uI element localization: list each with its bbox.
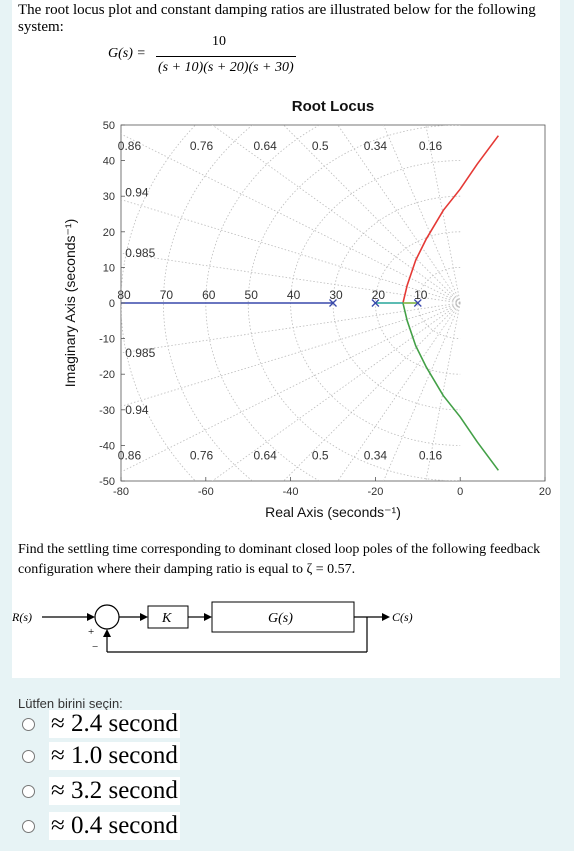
plant-block [211,601,355,633]
option-4[interactable]: ≈ 0.4 second [22,812,180,840]
damping-ray [121,199,461,304]
pole-marker [413,299,422,307]
minus-sign: − [92,641,98,653]
input-label: R(s) [12,610,32,624]
damping-ray [121,302,461,354]
damping-ray [121,302,461,407]
damping-label-bottom: 0.16 [419,449,443,463]
gain-label: K [161,611,172,626]
radio-button[interactable] [22,717,35,731]
damping-ray [283,125,461,304]
wn-label: 40 [287,288,301,302]
pole-marker [371,299,380,307]
damping-label-left: 0.985 [125,246,155,260]
wn-label: 30 [329,288,343,302]
wn-label: 50 [245,288,259,302]
x-tick-label: -20 [367,486,383,498]
y-tick-label: -20 [99,369,115,381]
summing-junction [94,604,120,630]
wn-label: 80 [117,288,131,302]
wn-circle [417,267,461,339]
fraction-bar [156,56,296,57]
wn-label: 60 [202,288,216,302]
wn-circle [332,195,461,411]
tf-denominator: (s + 10)(s + 20)(s + 30) [158,60,294,75]
damping-ray [211,125,461,304]
plus-sign: + [88,626,94,638]
y-tick-label: 0 [109,298,115,310]
damping-label-top: 0.5 [312,139,329,153]
damping-ray [211,302,461,481]
wn-label: 10 [414,288,428,302]
y-tick-label: -10 [99,334,115,346]
chart-title: Root Locus [292,98,375,115]
option-label: ≈ 0.4 second [49,812,180,840]
damping-ray [121,133,461,304]
plant-label: G(s) [268,611,293,626]
damping-label-bottom: 0.5 [312,449,329,463]
y-tick-label: -40 [99,440,115,452]
y-tick-label: 50 [103,120,115,132]
tf-numerator: 10 [212,34,226,49]
damping-ray [121,302,461,473]
grid-layer [121,125,500,481]
x-tick-label: -80 [113,486,129,498]
x-tick-label: -60 [198,486,214,498]
damping-label-left: 0.94 [125,403,149,417]
damping-label-top: 0.64 [253,139,277,153]
damping-ray [337,125,461,304]
damping-label-top: 0.86 [118,139,142,153]
damping-label-bottom: 0.34 [364,449,388,463]
damping-label-top: 0.34 [364,139,388,153]
transfer-function: G(s) = 10 (s + 10)(s + 20)(s + 30) [100,32,320,82]
x-axis-label: Real Axis (seconds⁻¹) [265,504,401,520]
damping-ray [337,302,461,481]
damping-label-left: 0.985 [125,346,155,360]
x-tick-label: -40 [283,486,299,498]
y-tick-label: -50 [99,476,115,488]
wn-circle [247,125,461,481]
find-text: Find the settling time corresponding to … [18,542,541,577]
locus-branch [402,135,500,304]
damping-label-bottom: 0.64 [253,449,277,463]
x-tick-label: 20 [539,486,551,498]
damping-label-bottom: 0.86 [118,449,142,463]
wn-label: 70 [160,288,174,302]
option-1[interactable]: ≈ 2.4 second [22,710,180,738]
option-label: ≈ 1.0 second [49,742,180,770]
option-2[interactable]: ≈ 1.0 second [22,742,180,770]
choose-prompt: Lütfen birini seçin: [18,696,123,711]
root-locus-chart: 50 40 30 20 10 0 -10 -20 -30 -40 -50-80 -60 -40 -20 0 2… [62,98,551,520]
radio-button[interactable] [22,749,35,763]
output-label: C(s) [392,610,413,624]
damping-label-top: 0.16 [419,139,443,153]
y-tick-label: -30 [99,405,115,417]
wn-label: 20 [372,288,386,302]
damping-label-top: 0.76 [190,139,214,153]
damping-ray [121,252,461,304]
y-tick-label: 10 [103,262,115,274]
y-axis-label: Imaginary Axis (seconds⁻¹) [62,219,78,387]
damping-label-bottom: 0.76 [190,449,214,463]
y-tick-label: 20 [103,227,115,239]
x-tick-label: 0 [457,486,463,498]
question-intro: The root locus plot and constant damping… [18,2,536,35]
option-3[interactable]: ≈ 3.2 second [22,777,180,805]
pole-marker [329,299,337,307]
y-tick-label: 30 [103,191,115,203]
tf-lhs: G(s) = [108,46,146,61]
feedback-block-diagram: R(s) + − K G(s) C(s) [12,601,413,653]
damping-label-left: 0.94 [125,186,149,200]
option-label: ≈ 2.4 second [49,710,180,738]
radio-button[interactable] [22,784,35,798]
locus-branch [402,302,500,471]
y-tick-label: 40 [103,156,115,168]
damping-ray [283,302,461,481]
radio-button[interactable] [22,819,35,833]
option-label: ≈ 3.2 second [49,777,180,805]
